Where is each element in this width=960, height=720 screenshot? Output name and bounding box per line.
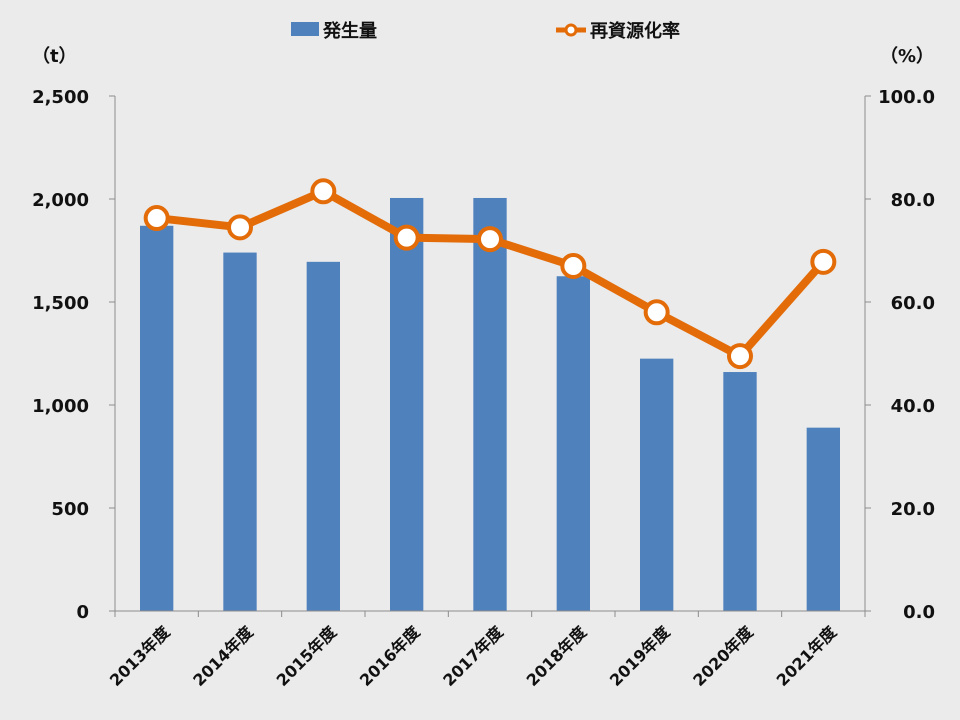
bar-2015年度 [306,261,340,611]
left-axis-unit: （t） [32,46,77,67]
left-tick-label: 1,500 [32,293,89,314]
legend-label-recycling: 再資源化率 [590,20,680,42]
point-2019年度 [643,299,670,326]
right-tick-label: 80.0 [891,190,935,211]
right-tick-label: 20.0 [891,499,935,520]
category-labels: 2013年度 2014年度 2015年度 2016年度 2017年度 2018年度 2019… [106,622,841,690]
right-tick-label: 0.0 [903,602,935,623]
point-2014年度 [227,214,253,241]
bar-2021年度 [806,427,840,611]
left-axis-ticks: 0 500 1,000 1,500 2,000 2,500 [32,87,89,623]
legend: 発生量 再資源化率 [291,20,680,42]
legend-label-generation: 発生量 [322,20,377,42]
right-tick-label: 100.0 [878,87,935,108]
left-tick-label: 500 [51,499,89,520]
category-label: 2019年度 [606,622,674,690]
right-axis-ticks: 0.0 20.0 40.0 60.0 80.0 100.0 [878,87,935,623]
category-label: 2018年度 [523,622,591,690]
category-label: 2014年度 [189,622,257,690]
category-label: 2016年度 [356,622,424,690]
left-tick-label: 2,000 [32,190,89,211]
point-2015年度 [310,178,337,205]
bar-2018年度 [556,276,590,611]
bar-2016年度 [390,197,424,611]
legend-marker-recycling [564,23,578,37]
line-series [143,178,837,370]
legend-swatch-generation [291,22,319,36]
bar-series [140,197,840,611]
bar-2020年度 [723,372,757,611]
right-tick-label: 40.0 [891,396,935,417]
point-2018年度 [560,252,587,279]
point-2021年度 [810,248,837,275]
point-2016年度 [393,224,420,251]
point-2020年度 [727,343,753,370]
left-tick-label: 2,500 [32,87,89,108]
category-label: 2013年度 [106,622,174,690]
category-label: 2015年度 [273,622,341,690]
category-label: 2021年度 [773,622,841,690]
right-axis-unit: （%） [880,46,934,67]
bar-2019年度 [640,358,674,611]
left-tick-label: 0 [76,602,89,623]
category-label: 2020年度 [689,622,757,690]
bar-2014年度 [223,252,257,611]
axes [109,95,871,617]
left-tick-label: 1,000 [32,396,89,417]
bar-2013年度 [140,225,174,611]
right-tick-label: 60.0 [891,293,935,314]
category-label: 2017年度 [439,622,507,690]
point-2017年度 [477,226,503,253]
point-2013年度 [143,205,170,232]
bar-2017年度 [473,197,507,611]
